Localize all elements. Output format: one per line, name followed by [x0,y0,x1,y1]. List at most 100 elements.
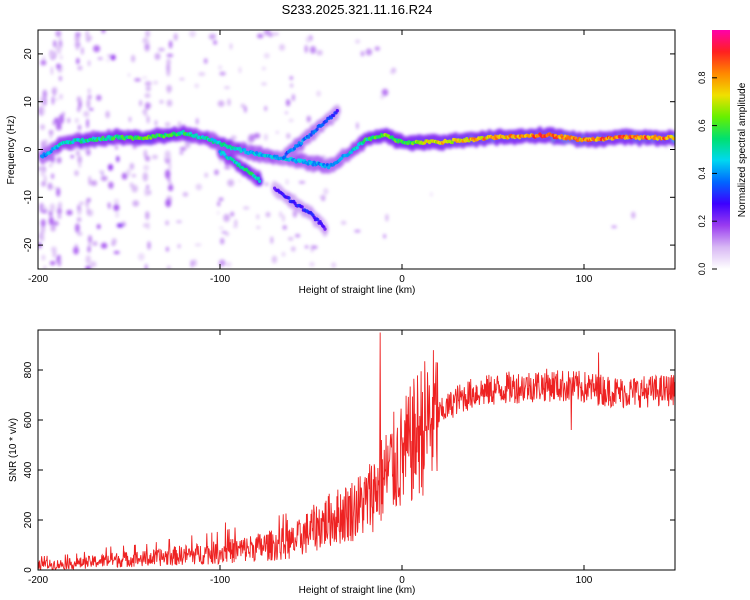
y-tick-label: 800 [23,361,34,378]
x-tick-label: -200 [28,575,48,586]
speckle-mark [195,183,202,191]
speckle-mark [291,94,295,102]
spectrogram-y-label: Frequency (Hz) [6,116,17,185]
speckle-mark [158,48,165,52]
snr-panel: -200 -100 0 100 0 200 400 600 800 Height of str… [8,329,676,596]
speckle-mark [131,54,136,63]
speckle-mark [316,90,321,97]
streak-mark [144,188,149,197]
speckle-mark [106,59,110,62]
streak-mark [41,140,45,150]
streak-mark [76,96,82,103]
speckle-mark [295,234,301,238]
speckle-mark [309,46,317,54]
ridge-core-mark [672,137,675,141]
speckle-mark [263,53,270,59]
speckle-mark [298,181,306,184]
speckle-mark [263,133,268,141]
streak-mark [164,150,171,160]
speckle-mark [257,33,264,39]
speckle-mark [208,33,216,40]
streak-mark [144,93,151,98]
streak-mark [166,99,173,107]
ridge-core-mark [325,119,329,123]
speckle-mark [218,226,224,229]
streak-mark [166,63,171,73]
speckle-mark [128,116,132,122]
speckle-mark [217,211,220,215]
speckle-mark [276,131,279,134]
ridge-core-mark [309,133,313,137]
streak-mark [168,161,171,171]
speckle-mark [221,231,227,234]
streak-mark [86,35,93,41]
streak-mark [77,65,83,71]
speckle-mark [96,94,102,101]
speckle-mark [179,78,185,81]
speckle-mark [305,36,311,43]
ridge-core-mark [335,109,339,113]
speckle-mark [107,54,112,58]
speckle-mark [289,76,293,80]
speckle-mark [98,170,105,173]
streak-mark [48,216,54,225]
streak-mark [39,231,44,241]
speckle-mark [101,30,106,34]
snr-y-label: SNR (10 * v/v) [8,418,19,482]
ridge-core-mark [296,143,300,148]
streak-mark [145,211,150,220]
streak-mark [87,60,91,67]
speckle-mark [265,211,271,218]
ridge-core-mark [325,163,329,167]
ridge-core-mark [41,155,45,159]
speckle-mark [282,225,287,230]
speckle-mark [390,69,396,75]
streak-mark [51,173,54,179]
streak-mark [145,102,151,110]
streak-mark [145,43,150,50]
spectrogram-x-axis: -200 -100 0 100 [28,30,593,285]
ridge-core-mark [256,176,260,180]
speckle-mark [233,225,238,229]
speckle-mark [89,108,94,111]
speckle-mark [173,33,178,41]
streak-mark [56,187,61,197]
streak-mark [87,246,91,253]
speckle-mark [159,100,164,104]
ridge-core-mark [243,148,247,152]
streak-mark [142,172,148,182]
snr-x-axis: -200 -100 0 100 [28,330,593,586]
streak-mark [166,246,169,252]
speckle-mark [219,71,226,76]
colorbar-tick-label: 0.2 [697,215,707,228]
snr-series-line [38,332,675,570]
speckle-mark [323,188,329,195]
streak-mark [40,106,45,116]
streak-mark [86,207,90,216]
speckle-mark [198,72,206,76]
streak-mark [145,85,151,92]
streak-mark [59,55,63,60]
speckle-mark [223,213,231,222]
streak-mark [87,94,92,100]
streak-mark [147,222,150,230]
ridge-core-mark [292,146,296,151]
speckle-mark [128,73,131,77]
speckle-mark [224,166,231,170]
speckle-mark [166,53,174,58]
streak-mark [52,120,56,126]
ridge-core-mark [311,163,315,167]
streak-mark [87,197,91,203]
ridge-core-mark [283,155,287,159]
speckle-mark [264,182,269,186]
ridge-core-mark [323,227,327,231]
speckle-mark [51,186,58,189]
streak-mark [165,169,171,179]
streak-mark [50,66,53,76]
ridge-core-mark [237,162,241,166]
ridge-core-mark [355,146,359,150]
streak-mark [52,87,57,97]
ridge-core-mark [181,129,185,134]
streak-mark [164,122,171,127]
speckle-mark [143,164,150,171]
